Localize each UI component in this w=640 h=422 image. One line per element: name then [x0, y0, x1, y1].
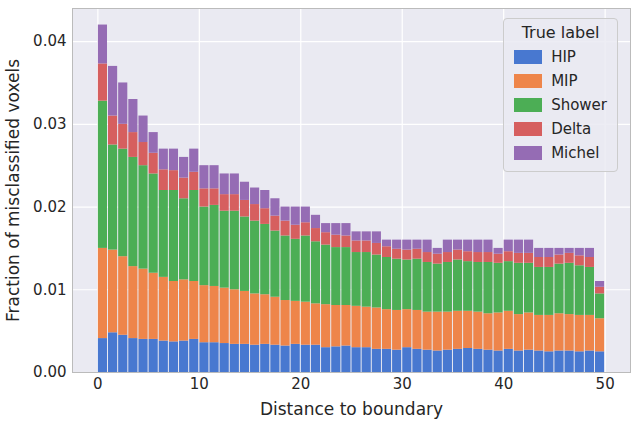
- svg-text:0.04: 0.04: [33, 32, 66, 50]
- html-text:MIP: MIP: [551, 72, 578, 90]
- html-text:Delta: Delta: [551, 120, 592, 138]
- svg-text:50: 50: [596, 375, 615, 393]
- svg-text:0.00: 0.00: [33, 363, 66, 381]
- svg-text:40: 40: [494, 375, 513, 393]
- svg-text:0.02: 0.02: [33, 198, 66, 216]
- svg-text:0.03: 0.03: [33, 115, 66, 133]
- svg-text:20: 20: [291, 375, 310, 393]
- svg-text:Distance to boundary: Distance to boundary: [260, 399, 443, 419]
- html-text:HIP: HIP: [551, 48, 576, 66]
- svg-text:30: 30: [393, 375, 412, 393]
- svg-text:10: 10: [190, 375, 209, 393]
- svg-text:0.01: 0.01: [33, 281, 66, 299]
- svg-text:0: 0: [93, 375, 103, 393]
- html-text:True label: True label: [521, 23, 600, 42]
- html-text:Michel: Michel: [551, 144, 600, 162]
- html-text:Shower: Shower: [551, 96, 607, 114]
- svg-text:Fraction of misclassified voxe: Fraction of misclassified voxels: [3, 59, 23, 322]
